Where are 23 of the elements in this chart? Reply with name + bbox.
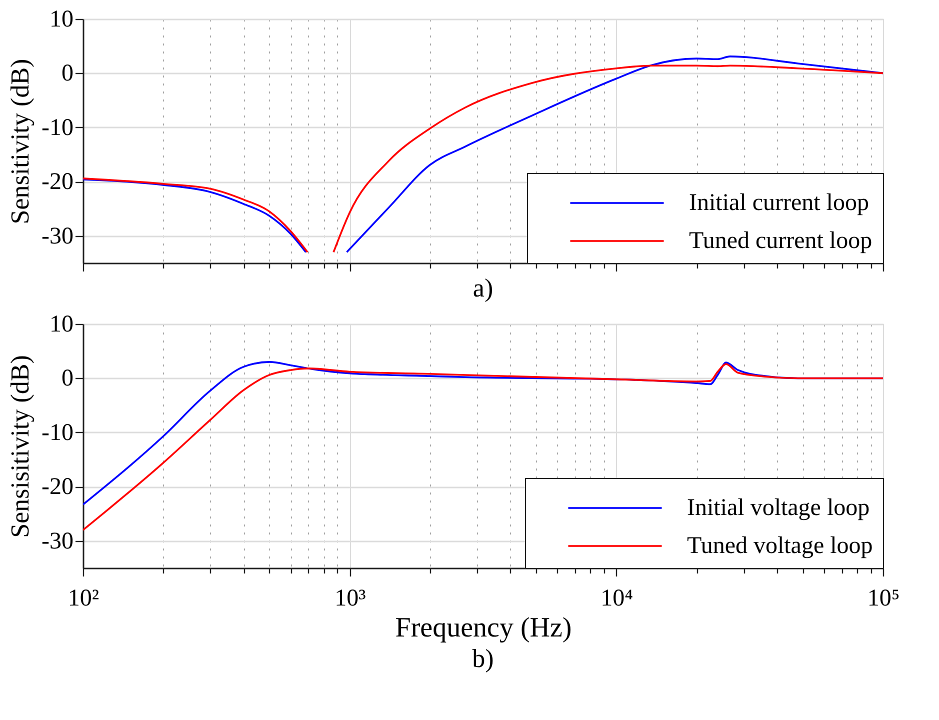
x-tick-label: 10⁴ [600, 586, 634, 612]
legend-label: Initial voltage loop [687, 495, 870, 521]
y-tick-label: -20 [42, 169, 74, 196]
y-axis-title: Sensitivity (dB) [6, 58, 35, 224]
legend-label: Initial current loop [689, 190, 869, 216]
x-tick-label: 10³ [334, 586, 366, 612]
y-tick-label: -10 [42, 114, 74, 141]
y-tick-label: -10 [42, 420, 74, 446]
x-tick-label: 10⁵ [867, 586, 900, 612]
y-tick-label: 10 [50, 312, 74, 338]
legend-label: Tuned current loop [689, 228, 872, 254]
y-axis-title: Sensisitivity (dB) [6, 355, 35, 538]
text: b) [472, 644, 494, 673]
x-tick-label: 10² [68, 586, 100, 612]
y-tick-label: 10 [50, 6, 74, 32]
y-tick-label: 0 [62, 366, 74, 392]
legend-label: Tuned voltage loop [687, 533, 873, 559]
y-tick-label: -20 [42, 474, 74, 500]
text: a) [472, 274, 494, 303]
y-tick-label: -30 [42, 223, 74, 250]
y-tick-label: 0 [62, 60, 74, 87]
y-tick-label: -30 [42, 528, 74, 554]
x-axis-title: Frequency (Hz) [395, 612, 572, 644]
